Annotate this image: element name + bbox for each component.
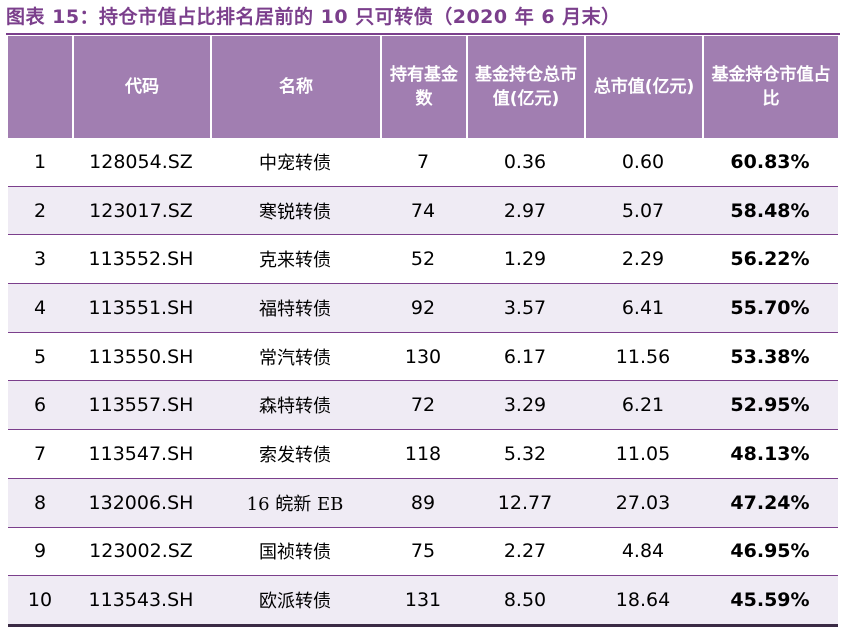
- cell-index: 6: [8, 381, 72, 431]
- cell-name: 常汽转债: [210, 333, 380, 382]
- table-row: 9 123002.SZ 国祯转债 75 2.27 4.84 46.95%: [8, 528, 838, 577]
- cell-total-value: 5.07: [584, 186, 702, 236]
- header-fund-count: 持有基金数: [380, 36, 466, 138]
- header-ratio: 基金持仓市值占比: [702, 36, 838, 138]
- cell-fund-count: 131: [380, 576, 466, 627]
- figure-caption: 图表 15：持仓市值占比排名居前的 10 只可转债（2020 年 6 月末）: [6, 6, 621, 28]
- cell-fund-value: 1.29: [466, 235, 584, 285]
- cell-total-value: 6.21: [584, 381, 702, 431]
- cell-name: 寒锐转债: [210, 186, 380, 236]
- cell-total-value: 4.84: [584, 528, 702, 577]
- header-code: 代码: [72, 36, 210, 138]
- cell-ratio: 56.22%: [702, 235, 838, 285]
- cell-fund-value: 2.27: [466, 528, 584, 577]
- cell-index: 2: [8, 186, 72, 236]
- cell-fund-value: 3.29: [466, 381, 584, 431]
- cell-ratio: 45.59%: [702, 576, 838, 627]
- table-body: 1 128054.SZ 中宠转债 7 0.36 0.60 60.83% 2 12…: [8, 138, 838, 627]
- cell-code: 132006.SH: [72, 478, 210, 528]
- cell-ratio: 60.83%: [702, 138, 838, 187]
- table-row: 10 113543.SH 欧派转债 131 8.50 18.64 45.59%: [8, 576, 838, 627]
- cell-code: 123002.SZ: [72, 528, 210, 577]
- cell-fund-count: 7: [380, 138, 466, 187]
- cell-total-value: 27.03: [584, 478, 702, 528]
- cell-fund-value: 8.50: [466, 576, 584, 627]
- cell-total-value: 2.29: [584, 235, 702, 285]
- cell-total-value: 11.56: [584, 333, 702, 382]
- cell-fund-count: 52: [380, 235, 466, 285]
- holdings-table: 代码 名称 持有基金数 基金持仓总市值(亿元) 总市值(亿元) 基金持仓市值占比…: [8, 36, 838, 627]
- cell-ratio: 55.70%: [702, 284, 838, 333]
- cell-code: 113543.SH: [72, 576, 210, 627]
- cell-name: 克来转债: [210, 235, 380, 285]
- cell-ratio: 52.95%: [702, 381, 838, 431]
- table-row: 8 132006.SH 16 皖新 EB 89 12.77 27.03 47.2…: [8, 478, 838, 528]
- cell-name: 中宠转债: [210, 138, 380, 187]
- cell-index: 1: [8, 138, 72, 187]
- table-row: 7 113547.SH 索发转债 118 5.32 11.05 48.13%: [8, 430, 838, 479]
- cell-code: 113550.SH: [72, 333, 210, 382]
- cell-index: 3: [8, 235, 72, 285]
- cell-fund-count: 130: [380, 333, 466, 382]
- cell-fund-value: 12.77: [466, 478, 584, 528]
- caption-divider: [6, 33, 840, 35]
- cell-index: 8: [8, 478, 72, 528]
- cell-name: 福特转债: [210, 284, 380, 333]
- header-total-value: 总市值(亿元): [584, 36, 702, 138]
- cell-fund-count: 89: [380, 478, 466, 528]
- cell-index: 10: [8, 576, 72, 627]
- table-row: 1 128054.SZ 中宠转债 7 0.36 0.60 60.83%: [8, 138, 838, 187]
- cell-code: 113547.SH: [72, 430, 210, 479]
- cell-code: 128054.SZ: [72, 138, 210, 187]
- table-row: 6 113557.SH 森特转债 72 3.29 6.21 52.95%: [8, 381, 838, 431]
- cell-fund-count: 118: [380, 430, 466, 479]
- cell-fund-count: 75: [380, 528, 466, 577]
- cell-ratio: 53.38%: [702, 333, 838, 382]
- cell-ratio: 58.48%: [702, 186, 838, 236]
- cell-fund-value: 3.57: [466, 284, 584, 333]
- cell-code: 123017.SZ: [72, 186, 210, 236]
- cell-fund-value: 2.97: [466, 186, 584, 236]
- cell-index: 5: [8, 333, 72, 382]
- header-fund-value: 基金持仓总市值(亿元): [466, 36, 584, 138]
- cell-name: 森特转债: [210, 381, 380, 431]
- cell-fund-count: 72: [380, 381, 466, 431]
- table-row: 2 123017.SZ 寒锐转债 74 2.97 5.07 58.48%: [8, 186, 838, 236]
- cell-fund-value: 0.36: [466, 138, 584, 187]
- cell-total-value: 18.64: [584, 576, 702, 627]
- cell-total-value: 11.05: [584, 430, 702, 479]
- cell-name: 欧派转债: [210, 576, 380, 627]
- cell-fund-value: 6.17: [466, 333, 584, 382]
- header-index: [8, 36, 72, 138]
- cell-fund-count: 92: [380, 284, 466, 333]
- table-row: 5 113550.SH 常汽转债 130 6.17 11.56 53.38%: [8, 333, 838, 382]
- cell-code: 113552.SH: [72, 235, 210, 285]
- cell-ratio: 48.13%: [702, 430, 838, 479]
- cell-fund-value: 5.32: [466, 430, 584, 479]
- cell-index: 7: [8, 430, 72, 479]
- table-header-row: 代码 名称 持有基金数 基金持仓总市值(亿元) 总市值(亿元) 基金持仓市值占比: [8, 36, 838, 138]
- cell-code: 113551.SH: [72, 284, 210, 333]
- cell-total-value: 0.60: [584, 138, 702, 187]
- cell-index: 4: [8, 284, 72, 333]
- cell-ratio: 47.24%: [702, 478, 838, 528]
- cell-name: 16 皖新 EB: [210, 478, 380, 528]
- table-row: 3 113552.SH 克来转债 52 1.29 2.29 56.22%: [8, 235, 838, 285]
- cell-name: 索发转债: [210, 430, 380, 479]
- header-name: 名称: [210, 36, 380, 138]
- cell-index: 9: [8, 528, 72, 577]
- table-row: 4 113551.SH 福特转债 92 3.57 6.41 55.70%: [8, 284, 838, 333]
- cell-code: 113557.SH: [72, 381, 210, 431]
- cell-ratio: 46.95%: [702, 528, 838, 577]
- cell-fund-count: 74: [380, 186, 466, 236]
- cell-name: 国祯转债: [210, 528, 380, 577]
- cell-total-value: 6.41: [584, 284, 702, 333]
